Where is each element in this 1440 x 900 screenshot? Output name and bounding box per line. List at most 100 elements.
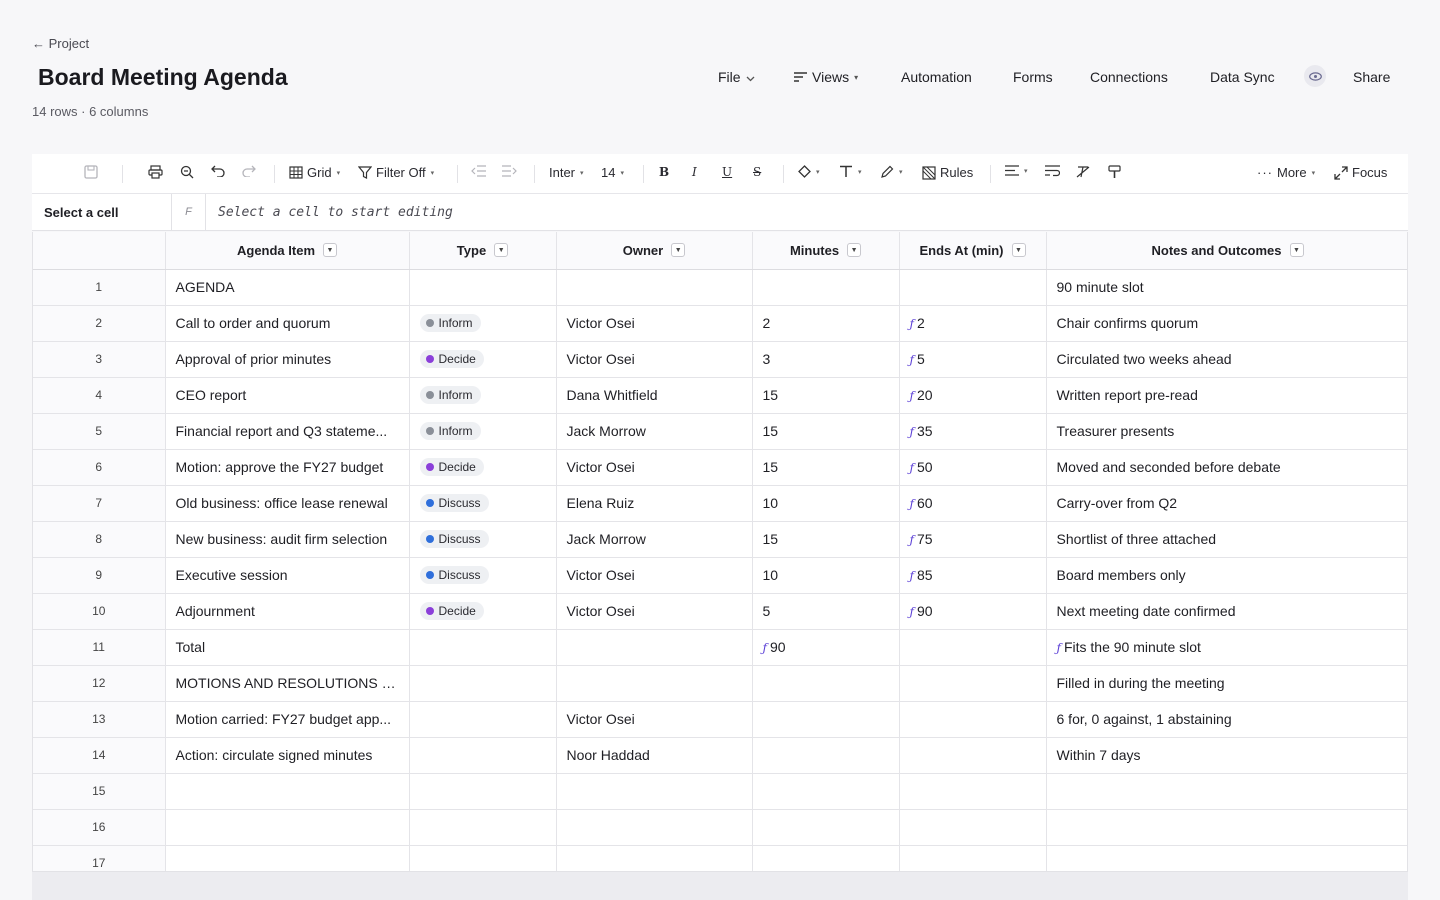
paint-format-button[interactable] bbox=[1108, 165, 1121, 179]
back-to-project-link[interactable]: ← Project bbox=[32, 36, 89, 51]
notes-cell[interactable]: Chair confirms quorum bbox=[1046, 305, 1407, 342]
owner-cell[interactable] bbox=[556, 845, 753, 871]
clear-format-button[interactable] bbox=[1076, 165, 1090, 179]
type-cell[interactable] bbox=[409, 701, 557, 738]
column-menu-icon[interactable]: ▼ bbox=[494, 243, 509, 258]
ends-at-cell[interactable]: ƒ 90 bbox=[899, 593, 1047, 630]
owner-cell[interactable]: Victor Osei bbox=[556, 557, 753, 594]
notes-cell[interactable]: 6 for, 0 against, 1 abstaining bbox=[1046, 701, 1407, 738]
decrease-indent-button[interactable] bbox=[471, 165, 486, 177]
minutes-cell[interactable] bbox=[752, 809, 900, 846]
type-cell[interactable] bbox=[409, 665, 557, 702]
notes-cell[interactable] bbox=[1046, 773, 1407, 810]
ends-at-cell[interactable]: ƒ 50 bbox=[899, 449, 1047, 486]
notes-cell[interactable]: Treasurer presents bbox=[1046, 413, 1407, 450]
column-menu-icon[interactable]: ▼ bbox=[671, 243, 686, 258]
type-cell[interactable] bbox=[409, 809, 557, 846]
type-cell[interactable] bbox=[409, 629, 557, 666]
minutes-cell[interactable]: 15 bbox=[752, 521, 900, 558]
agenda-item-cell[interactable]: Executive session bbox=[165, 557, 410, 594]
owner-cell[interactable]: Victor Osei bbox=[556, 449, 753, 486]
owner-cell[interactable]: Noor Haddad bbox=[556, 737, 753, 774]
owner-cell[interactable]: Dana Whitfield bbox=[556, 377, 753, 414]
ends-at-cell[interactable] bbox=[899, 701, 1047, 738]
minutes-cell[interactable]: 5 bbox=[752, 593, 900, 630]
row-number[interactable]: 3 bbox=[33, 341, 166, 378]
owner-cell[interactable] bbox=[556, 773, 753, 810]
row-number[interactable]: 15 bbox=[33, 773, 166, 810]
notes-cell[interactable]: Filled in during the meeting bbox=[1046, 665, 1407, 702]
ends-at-cell[interactable] bbox=[899, 845, 1047, 871]
conditional-rules-button[interactable]: Rules bbox=[922, 165, 973, 180]
ends-at-cell[interactable]: ƒ 20 bbox=[899, 377, 1047, 414]
data-sync-menu[interactable]: Data Sync bbox=[1210, 69, 1275, 85]
views-menu[interactable]: Views ▾ bbox=[794, 69, 858, 85]
minutes-cell[interactable] bbox=[752, 665, 900, 702]
column-header[interactable]: Minutes ▼ bbox=[752, 232, 900, 270]
type-cell[interactable] bbox=[409, 737, 557, 774]
ends-at-cell[interactable]: ƒ 35 bbox=[899, 413, 1047, 450]
column-menu-icon[interactable]: ▼ bbox=[1289, 243, 1304, 258]
agenda-item-cell[interactable]: Old business: office lease renewal bbox=[165, 485, 410, 522]
wrap-text-button[interactable] bbox=[1045, 165, 1060, 177]
type-cell[interactable] bbox=[409, 269, 557, 306]
agenda-item-cell[interactable] bbox=[165, 845, 410, 871]
connections-menu[interactable]: Connections bbox=[1090, 69, 1168, 85]
automation-menu[interactable]: Automation bbox=[901, 69, 972, 85]
row-number[interactable]: 5 bbox=[33, 413, 166, 450]
bold-button[interactable]: B bbox=[659, 165, 669, 179]
notes-cell[interactable]: Moved and seconded before debate bbox=[1046, 449, 1407, 486]
row-number[interactable]: 11 bbox=[33, 629, 166, 666]
minutes-cell[interactable] bbox=[752, 737, 900, 774]
type-cell[interactable] bbox=[409, 773, 557, 810]
notes-cell[interactable]: Within 7 days bbox=[1046, 737, 1407, 774]
ends-at-cell[interactable] bbox=[899, 773, 1047, 810]
ends-at-cell[interactable]: ƒ 60 bbox=[899, 485, 1047, 522]
notes-cell[interactable] bbox=[1046, 809, 1407, 846]
focus-button[interactable]: Focus bbox=[1334, 165, 1387, 180]
type-cell[interactable] bbox=[409, 845, 557, 871]
text-color-dropdown[interactable]: ▾ bbox=[839, 165, 862, 178]
font-family-dropdown[interactable]: Inter ▾ bbox=[549, 165, 584, 180]
grid-view-dropdown[interactable]: Grid ▾ bbox=[289, 165, 340, 180]
type-cell[interactable]: Inform bbox=[409, 305, 557, 342]
row-number[interactable]: 9 bbox=[33, 557, 166, 594]
column-header[interactable]: Type ▼ bbox=[409, 232, 557, 270]
redo-button[interactable] bbox=[242, 165, 256, 177]
minutes-cell[interactable] bbox=[752, 773, 900, 810]
notes-cell[interactable]: 90 minute slot bbox=[1046, 269, 1407, 306]
type-cell[interactable]: Inform bbox=[409, 413, 557, 450]
row-number[interactable]: 4 bbox=[33, 377, 166, 414]
agenda-item-cell[interactable]: New business: audit firm selection bbox=[165, 521, 410, 558]
agenda-item-cell[interactable]: Total bbox=[165, 629, 410, 666]
type-cell[interactable]: Discuss bbox=[409, 485, 557, 522]
column-menu-icon[interactable]: ▼ bbox=[1011, 243, 1026, 258]
share-button[interactable]: Share bbox=[1353, 69, 1390, 85]
row-number[interactable]: 14 bbox=[33, 737, 166, 774]
notes-cell[interactable]: Carry-over from Q2 bbox=[1046, 485, 1407, 522]
filter-dropdown[interactable]: Filter Off ▾ bbox=[358, 165, 434, 180]
notes-cell[interactable]: ƒ Fits the 90 minute slot bbox=[1046, 629, 1407, 666]
notes-cell[interactable]: Circulated two weeks ahead bbox=[1046, 341, 1407, 378]
fill-color-dropdown[interactable]: ▾ bbox=[798, 165, 820, 178]
ends-at-cell[interactable] bbox=[899, 809, 1047, 846]
owner-cell[interactable]: Victor Osei bbox=[556, 701, 753, 738]
file-menu[interactable]: File bbox=[718, 69, 755, 85]
column-header[interactable]: Notes and Outcomes ▼ bbox=[1046, 232, 1407, 270]
underline-button[interactable]: U bbox=[722, 165, 732, 179]
column-header[interactable]: Agenda Item ▼ bbox=[165, 232, 410, 270]
type-cell[interactable]: Decide bbox=[409, 449, 557, 486]
minutes-cell[interactable]: 3 bbox=[752, 341, 900, 378]
row-number[interactable]: 16 bbox=[33, 809, 166, 846]
row-number[interactable]: 17 bbox=[33, 845, 166, 871]
agenda-item-cell[interactable]: Call to order and quorum bbox=[165, 305, 410, 342]
type-cell[interactable]: Decide bbox=[409, 593, 557, 630]
owner-cell[interactable] bbox=[556, 809, 753, 846]
agenda-item-cell[interactable]: Motion carried: FY27 budget app... bbox=[165, 701, 410, 738]
minutes-cell[interactable] bbox=[752, 845, 900, 871]
owner-cell[interactable]: Victor Osei bbox=[556, 341, 753, 378]
owner-cell[interactable] bbox=[556, 629, 753, 666]
owner-cell[interactable] bbox=[556, 665, 753, 702]
minutes-cell[interactable]: 15 bbox=[752, 377, 900, 414]
